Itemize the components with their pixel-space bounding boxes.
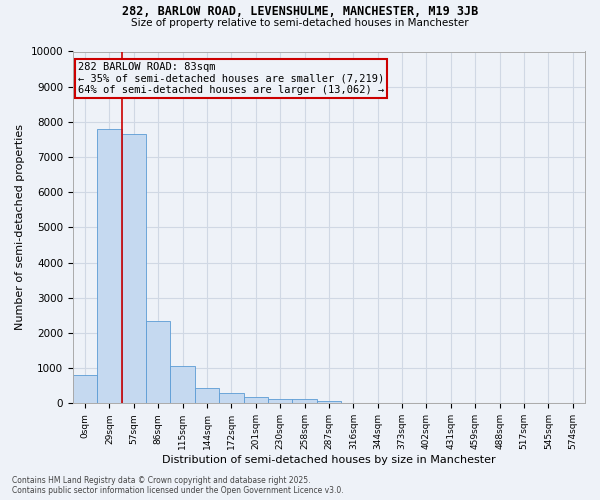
Text: 282 BARLOW ROAD: 83sqm
← 35% of semi-detached houses are smaller (7,219)
64% of : 282 BARLOW ROAD: 83sqm ← 35% of semi-det…	[78, 62, 384, 96]
Bar	[268, 399, 292, 404]
Bar	[244, 397, 268, 404]
Text: 282, BARLOW ROAD, LEVENSHULME, MANCHESTER, M19 3JB: 282, BARLOW ROAD, LEVENSHULME, MANCHESTE…	[122, 5, 478, 18]
Bar	[292, 400, 317, 404]
X-axis label: Distribution of semi-detached houses by size in Manchester: Distribution of semi-detached houses by …	[162, 455, 496, 465]
Bar	[317, 401, 341, 404]
Bar	[146, 320, 170, 404]
Y-axis label: Number of semi-detached properties: Number of semi-detached properties	[15, 124, 25, 330]
Bar	[97, 129, 122, 404]
Bar	[195, 388, 219, 404]
Text: Size of property relative to semi-detached houses in Manchester: Size of property relative to semi-detach…	[131, 18, 469, 28]
Bar	[219, 393, 244, 404]
Bar	[122, 134, 146, 404]
Bar	[170, 366, 195, 404]
Text: Contains HM Land Registry data © Crown copyright and database right 2025.
Contai: Contains HM Land Registry data © Crown c…	[12, 476, 344, 495]
Bar	[73, 375, 97, 404]
